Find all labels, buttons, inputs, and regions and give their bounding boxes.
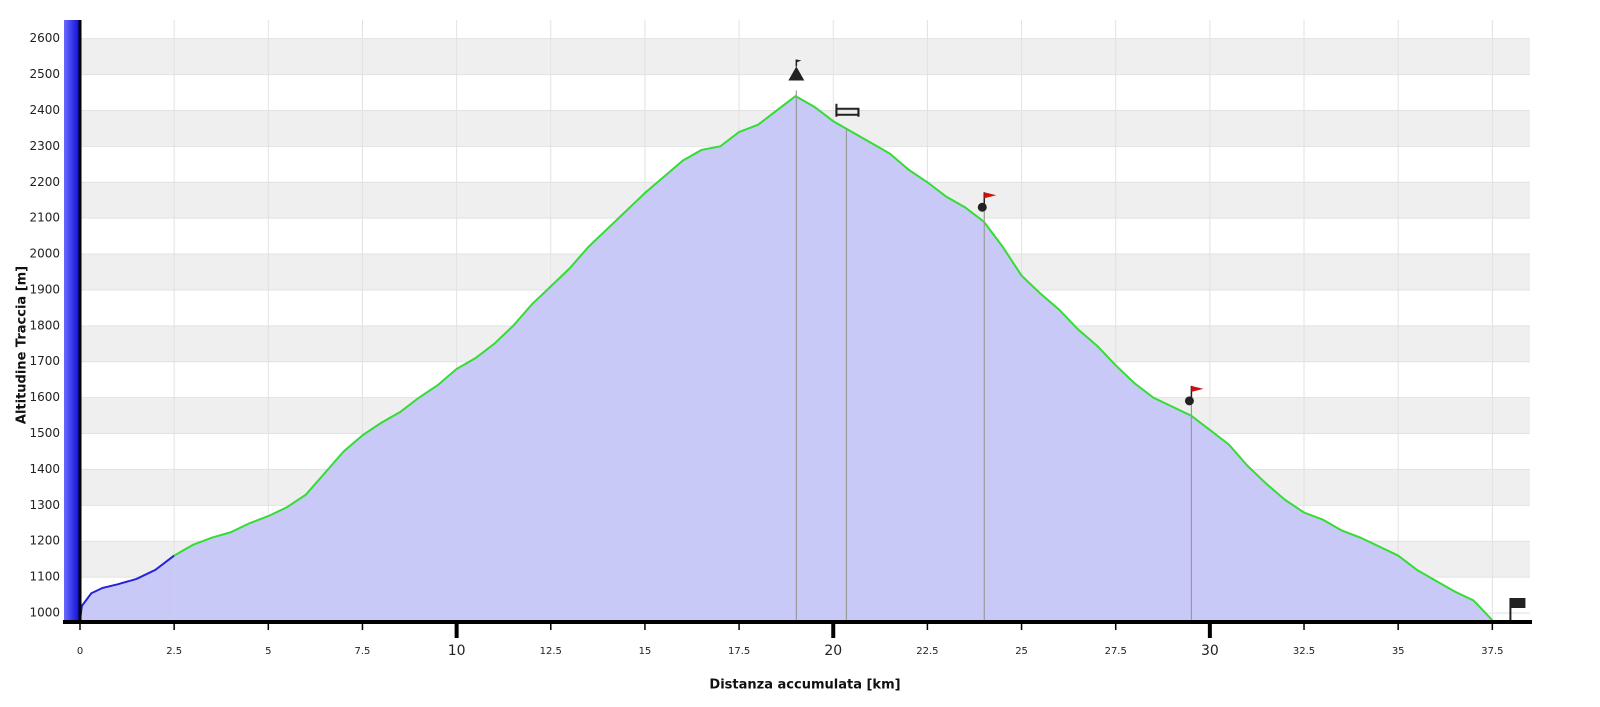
- x-tick-label: 20: [824, 643, 842, 659]
- y-tick-label: 1500: [29, 426, 60, 440]
- x-tick-label: 37.5: [1481, 646, 1503, 657]
- flag-dot: [1184, 396, 1194, 406]
- elevation-line: [79, 554, 175, 621]
- x-tick-label: 2.5: [166, 646, 182, 657]
- x-tick-label: 15: [639, 646, 652, 657]
- y-axis-bar: [64, 20, 79, 622]
- summit-flag: [796, 59, 802, 63]
- x-tick-label: 12.5: [540, 646, 562, 657]
- y-tick-label: 1200: [29, 534, 60, 548]
- y-tick-label: 2200: [29, 175, 60, 189]
- y-tick-label: 1300: [29, 498, 60, 512]
- x-tick-label: 25: [1015, 646, 1028, 657]
- finish-flag: [1510, 598, 1526, 608]
- waypoint-bed: [835, 103, 860, 622]
- markers: [788, 59, 1526, 622]
- x-tick-label: 0: [77, 646, 83, 657]
- y-tick-label: 2600: [29, 31, 60, 45]
- y-axis-title: Altitudine Traccia [m]: [15, 266, 30, 424]
- y-tick-label: 2300: [29, 139, 60, 153]
- x-axis-title: Distanza accumulata [km]: [709, 678, 900, 693]
- area: [174, 96, 1493, 623]
- y-tick-label: 2500: [29, 67, 60, 81]
- y-tick-label: 1600: [29, 390, 60, 404]
- waypoint-finish: [1509, 598, 1526, 620]
- band: [80, 38, 1530, 75]
- x-tick-label: 35: [1392, 646, 1405, 657]
- waypoint-flag: [1184, 385, 1204, 622]
- y-tick-label: 1900: [29, 282, 60, 296]
- summit-icon: [788, 66, 805, 81]
- y-tick-label: 2000: [29, 247, 60, 261]
- waypoint-summit: [788, 59, 805, 622]
- x-tick-label: 30: [1201, 643, 1219, 659]
- x-tick-label: 5: [265, 646, 271, 657]
- y-tick-label: 1100: [29, 570, 60, 584]
- flag-dot: [977, 202, 987, 212]
- area: [80, 555, 175, 622]
- y-tick-label: 2400: [29, 103, 60, 117]
- flag-cloth: [984, 192, 997, 199]
- x-tick-label: 22.5: [916, 646, 938, 657]
- y-tick-label: 1400: [29, 462, 60, 476]
- axes-labels: 1000 1100 1200 1300 1400 1500 1600 1700 1800 1900…: [29, 31, 1503, 659]
- y-tick-label: 1000: [29, 606, 60, 620]
- y-tick-label: 2100: [29, 211, 60, 225]
- x-tick-label: 7.5: [355, 646, 371, 657]
- y-tick-label: 1800: [29, 318, 60, 332]
- elevation-line: [173, 94, 1494, 621]
- x-tick-label: 10: [448, 643, 466, 659]
- y-tick-label: 1700: [29, 354, 60, 368]
- x-tick-label: 32.5: [1293, 646, 1315, 657]
- plot: [79, 94, 1494, 623]
- x-tick-label: 27.5: [1105, 646, 1127, 657]
- flag-cloth: [1191, 385, 1204, 392]
- x-tick-label: 17.5: [728, 646, 750, 657]
- waypoint-flag: [977, 192, 997, 622]
